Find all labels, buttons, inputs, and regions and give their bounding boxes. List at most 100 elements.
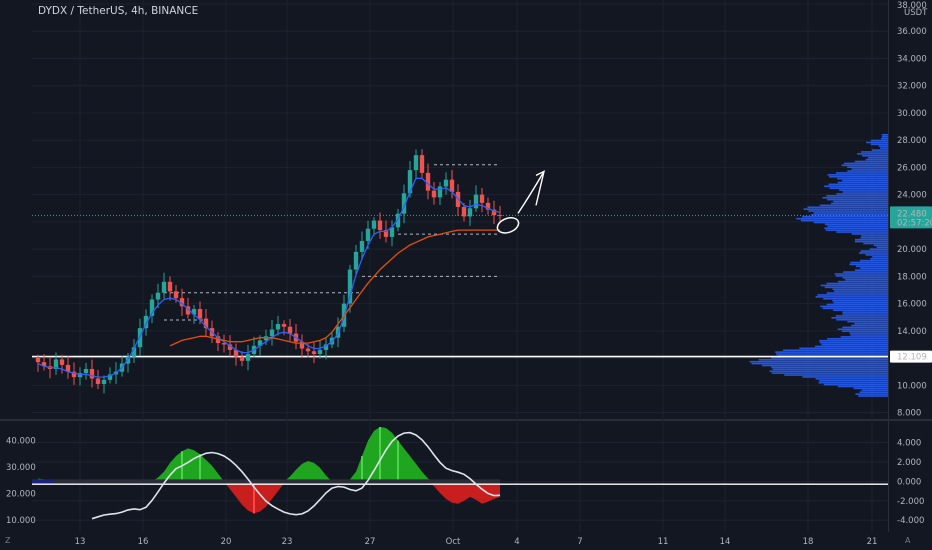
volume-profile-bar (842, 313, 888, 315)
volume-profile-bar (815, 378, 888, 380)
timezone-toggle[interactable]: Z (5, 536, 11, 545)
candle-body (311, 351, 317, 354)
candle-body (275, 324, 281, 330)
candle-body (59, 359, 65, 365)
volume-profile-bar (842, 179, 888, 182)
volume-profile-bar (880, 147, 888, 149)
candle-body (41, 362, 47, 367)
volume-profile-bar (863, 242, 888, 245)
volume-profile-bar (837, 328, 888, 331)
volume-profile-bar (857, 153, 888, 155)
volume-profile-bar (842, 277, 888, 279)
volume-profile-bar (870, 139, 888, 142)
currency-label: USDT (904, 8, 928, 18)
volume-profile-bar (784, 374, 888, 376)
volume-profile-bar (833, 301, 888, 304)
price-tick-label: 32.000 (897, 82, 927, 92)
symbol-title[interactable]: DYDX / TetherUS, 4h, BINANCE (38, 5, 199, 17)
volume-profile-bar (851, 324, 888, 327)
osc-positive-area (38, 427, 500, 482)
candle-body (53, 359, 59, 369)
auto-scale-toggle[interactable]: A (905, 536, 911, 545)
volume-profile-bar (842, 326, 888, 329)
candle-body (377, 220, 383, 231)
candle-body (143, 315, 149, 329)
volume-profile-bar (823, 383, 888, 386)
volume-profile-bar (826, 195, 888, 197)
price-tick-label-top: 38.000 (897, 1, 927, 11)
ma-slow-line (169, 229, 500, 347)
volume-profile-bar (836, 231, 888, 233)
time-tick-label: 16 (138, 537, 149, 547)
time-axis[interactable]: 13 16 20 23 27 Oct 4 7 11 14 18 21 (75, 537, 878, 547)
candle-body (467, 208, 473, 217)
volume-profile-bar (827, 225, 888, 228)
volume-profile-bar (837, 177, 888, 180)
candle-body (347, 269, 353, 304)
volume-profile-bar (836, 318, 888, 321)
volume-profile-bar (825, 229, 888, 231)
volume-profile-bar (865, 254, 888, 256)
volume-profile-bar (862, 154, 888, 157)
volume-profile-bar (836, 193, 888, 195)
volume-profile-bar (819, 204, 888, 207)
candle-body (401, 193, 407, 214)
annotation-arrow[interactable] (517, 171, 545, 214)
volume-profile-bar (850, 334, 888, 336)
volume-profile-bar (775, 351, 888, 353)
price-tick-label: 16.000 (897, 300, 927, 310)
volume-profile-bar (832, 288, 888, 291)
volume-profile-bar (855, 265, 888, 268)
time-tick-label: Oct (446, 537, 461, 547)
candle-body (497, 215, 503, 217)
volume-profile-bar (873, 244, 888, 247)
volume-profile-bar (861, 151, 888, 153)
volume-profile-bar (800, 219, 888, 222)
osc-left-axis: 40.000 30.000 20.000 10.000 (6, 436, 36, 526)
osc-zero-strip-start (32, 479, 54, 484)
volume-profile-bar (860, 267, 888, 270)
price-tick-label: 20.000 (897, 245, 927, 255)
volume-profile-bar (847, 166, 888, 169)
volume-profile-bar (824, 227, 888, 230)
candle-body (191, 309, 197, 315)
candle-body (233, 349, 239, 357)
volume-profile-bar (834, 273, 888, 275)
time-tick-label: 23 (282, 537, 293, 547)
volume-profile-bar (824, 286, 888, 289)
volume-profile-bar (820, 305, 888, 308)
candle-body (287, 326, 293, 334)
candle-body (155, 292, 161, 300)
pane-separator[interactable] (0, 419, 932, 421)
volume-profile-bar (751, 362, 888, 365)
volume-profile-bar (817, 294, 888, 296)
volume-profile-bar (853, 387, 888, 390)
volume-profile-bar (819, 379, 888, 382)
osc-right-axis[interactable]: 4.000 2.000 0.000 -2.000 -4.000 (897, 439, 924, 527)
volume-profile-bar (858, 395, 888, 397)
candle-body (161, 281, 167, 293)
volume-profile-bar (880, 137, 888, 140)
volume-profile-bar (769, 370, 888, 373)
volume-profile-bar (826, 303, 888, 306)
volume-profile-bar (870, 143, 888, 146)
volume-profile-bar (881, 134, 888, 136)
volume-profile-bar (847, 170, 888, 172)
candle-body (323, 344, 329, 350)
candle-body (473, 194, 479, 209)
annotation-circle[interactable] (495, 215, 520, 236)
candle-body (443, 179, 449, 187)
osc-right-tick-label: -2.000 (897, 497, 924, 507)
candle-body (149, 299, 155, 316)
candle-body (269, 329, 275, 337)
annotation-arrow-head[interactable] (535, 170, 546, 206)
osc-right-tick-label: -4.000 (897, 516, 924, 526)
volume-profile-bar (840, 336, 888, 338)
volume-profile-bar (776, 353, 888, 355)
candle-body (383, 230, 389, 237)
osc-left-tick-label: 40.000 (6, 436, 36, 446)
volume-profile-bar (876, 246, 888, 249)
